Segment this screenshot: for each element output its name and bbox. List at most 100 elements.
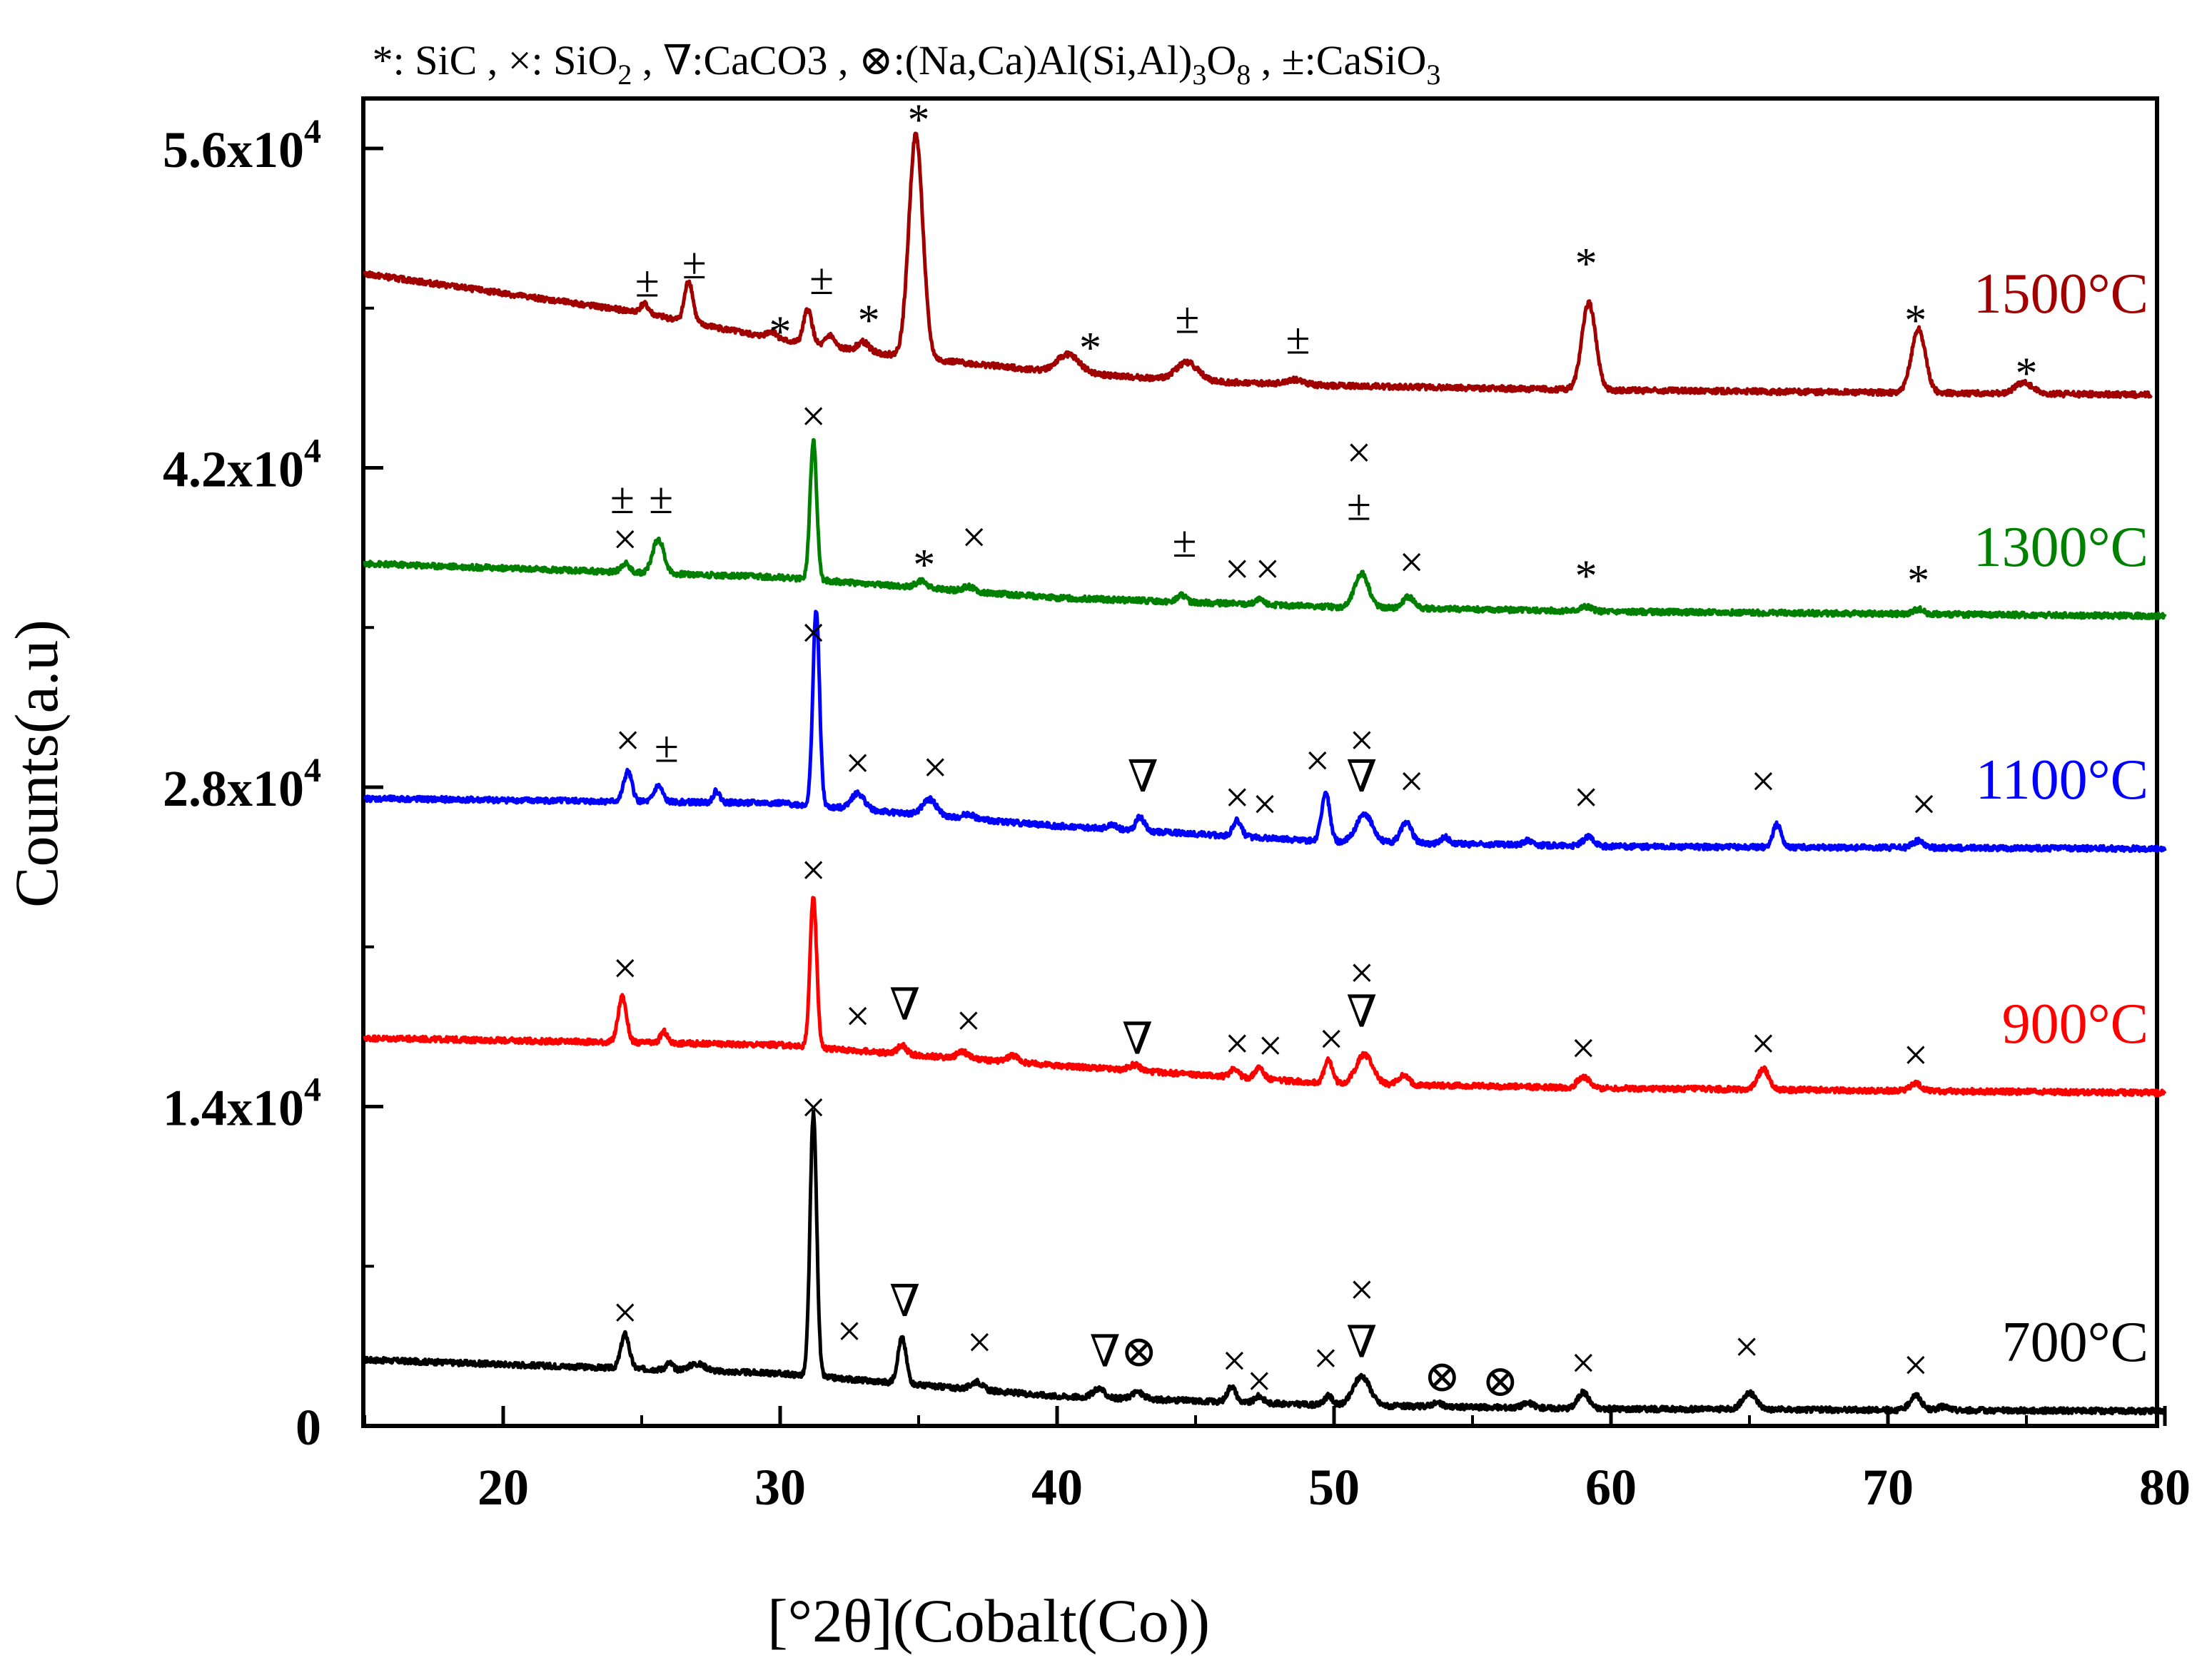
phase-marker: ⊗ — [1482, 1357, 1519, 1406]
y-axis-label: Counts(a.u) — [2, 619, 71, 908]
phase-marker: ± — [682, 240, 707, 288]
phase-marker: × — [1253, 780, 1278, 829]
phase-marker: × — [612, 945, 637, 993]
series-label: 1100°C — [1976, 749, 2148, 811]
y-tick-exponent: 4 — [304, 752, 321, 789]
series-line — [363, 609, 2167, 854]
phase-marker: × — [1571, 1340, 1596, 1388]
series-layer: 700°C×××∇× ∇⊗ × × ××∇⊗ ⊗ × × ×900°C××× ∇ × ∇ × × ××∇× ×… — [363, 96, 2167, 1416]
phase-marker: × — [1258, 1022, 1283, 1071]
phase-marker: * — [2016, 349, 2038, 398]
series-line — [363, 131, 2153, 400]
y-tick-label: 4.2x104 — [163, 432, 321, 498]
phase-marker: × — [1225, 1020, 1250, 1068]
phase-marker: × — [1399, 539, 1424, 587]
phase-marker: × — [612, 516, 637, 565]
phase-marker: × — [615, 717, 640, 765]
phase-marker: ∇ — [1122, 1016, 1153, 1064]
series-label: 1500°C — [1974, 263, 2148, 325]
phase-marker: ∇ — [1346, 753, 1377, 801]
y-tick-mantissa: 1.4x10 — [163, 1080, 304, 1137]
y-tick-mantissa: 2.8x10 — [163, 760, 304, 817]
phase-marker: × — [801, 1084, 826, 1133]
legend-part: *: SiC , — [373, 37, 508, 84]
series-line — [363, 1109, 2166, 1416]
phase-marker: ∇ — [889, 1277, 920, 1326]
phase-marker: × — [1911, 780, 1936, 829]
series-label: 900°C — [2002, 993, 2148, 1056]
phase-marker: ∇⊗ — [1089, 1328, 1157, 1377]
y-tick-mantissa: 4.2x10 — [163, 441, 304, 498]
phase-marker: × — [1349, 1266, 1374, 1315]
plot-frame — [361, 96, 2159, 1428]
phase-marker: * — [1907, 557, 1929, 605]
y-tick-exponent: 4 — [304, 113, 321, 151]
phase-marker: × — [1751, 1020, 1776, 1068]
phase-marker: ∇ — [889, 981, 920, 1030]
phase-marker: ± — [655, 723, 679, 771]
series-label: 1300°C — [1974, 516, 2148, 579]
phase-marker: × — [801, 609, 826, 658]
phase-marker: ± — [1172, 518, 1196, 567]
phase-marker: × — [801, 393, 826, 441]
phase-marker: ± — [649, 475, 673, 523]
phase-marker: ± — [610, 475, 635, 523]
phase-marker: × — [1346, 429, 1371, 477]
phase-marker: × — [1349, 717, 1374, 765]
phase-marker: ⊗ — [1423, 1353, 1460, 1402]
phase-marker: × — [1255, 545, 1280, 594]
phase-marker: ∇ — [1346, 988, 1377, 1036]
phase-marker: × — [1225, 545, 1250, 594]
y-tick-label: 0 — [296, 1399, 321, 1456]
y-tick-mantissa: 0 — [296, 1399, 321, 1456]
x-tick-label: 30 — [754, 1459, 806, 1516]
phase-marker: ± — [635, 258, 660, 306]
legend-part: 3 — [1192, 59, 1206, 91]
phase-marker: * — [908, 96, 930, 144]
legend-part: 3 — [1426, 59, 1440, 91]
phase-marker: × — [1349, 949, 1374, 998]
phase-marker: × — [801, 846, 826, 895]
phase-marker: × — [1319, 1016, 1344, 1064]
legend-part: ×: SiO — [508, 37, 618, 84]
x-tick-label: 40 — [1031, 1459, 1083, 1516]
y-tick-label: 2.8x104 — [163, 752, 321, 817]
phase-marker: ∇ — [1346, 1319, 1377, 1367]
phase-marker: * — [858, 297, 880, 345]
phase-marker: × — [1313, 1335, 1338, 1383]
phase-marker: * — [913, 541, 935, 589]
phase-marker: ± — [809, 255, 834, 304]
x-axis-label: [°2θ](Cobalt(Co)) — [767, 1587, 1210, 1655]
series-label: 700°C — [2002, 1311, 2148, 1374]
phase-marker: × — [1222, 1337, 1247, 1385]
phase-marker: ∇ — [1128, 753, 1158, 801]
legend-part: , ∇:CaCO3 , ⊗:(Na,Ca)Al(Si,Al) — [632, 37, 1192, 84]
x-tick-label: 80 — [2139, 1459, 2191, 1516]
phase-marker: * — [1575, 552, 1597, 601]
legend-part: , ±:CaSiO — [1251, 37, 1426, 84]
phase-marker: * — [1079, 324, 1101, 373]
y-tick-mantissa: 5.6x10 — [163, 121, 304, 178]
axis-layer: 20 30 40 50 60 70 8001.4x1042.8x1044.2x1045.6x… — [163, 113, 2191, 1516]
phase-marker: × — [845, 993, 870, 1041]
y-tick-exponent: 4 — [304, 432, 321, 470]
phase-marker: × — [1399, 757, 1424, 806]
phase-marker: × — [1225, 774, 1250, 822]
series-line — [363, 896, 2167, 1098]
x-tick-label: 60 — [1585, 1459, 1637, 1516]
phase-marker: ± — [1286, 315, 1310, 363]
phase-marker: ± — [1347, 482, 1371, 530]
phase-marker: × — [923, 744, 948, 792]
y-tick-label: 1.4x104 — [163, 1071, 321, 1137]
phase-marker: × — [1903, 1342, 1928, 1390]
phase-marker: × — [1571, 1024, 1596, 1073]
phase-marker: × — [1305, 737, 1330, 786]
x-tick-label: 70 — [1862, 1459, 1914, 1516]
legend-part: 8 — [1236, 59, 1251, 91]
legend-part: 2 — [617, 59, 632, 91]
phase-marker: ± — [1175, 295, 1199, 343]
phase-marker: * — [769, 308, 792, 357]
phase-marker: × — [961, 513, 986, 562]
phase-marker: × — [956, 997, 981, 1046]
